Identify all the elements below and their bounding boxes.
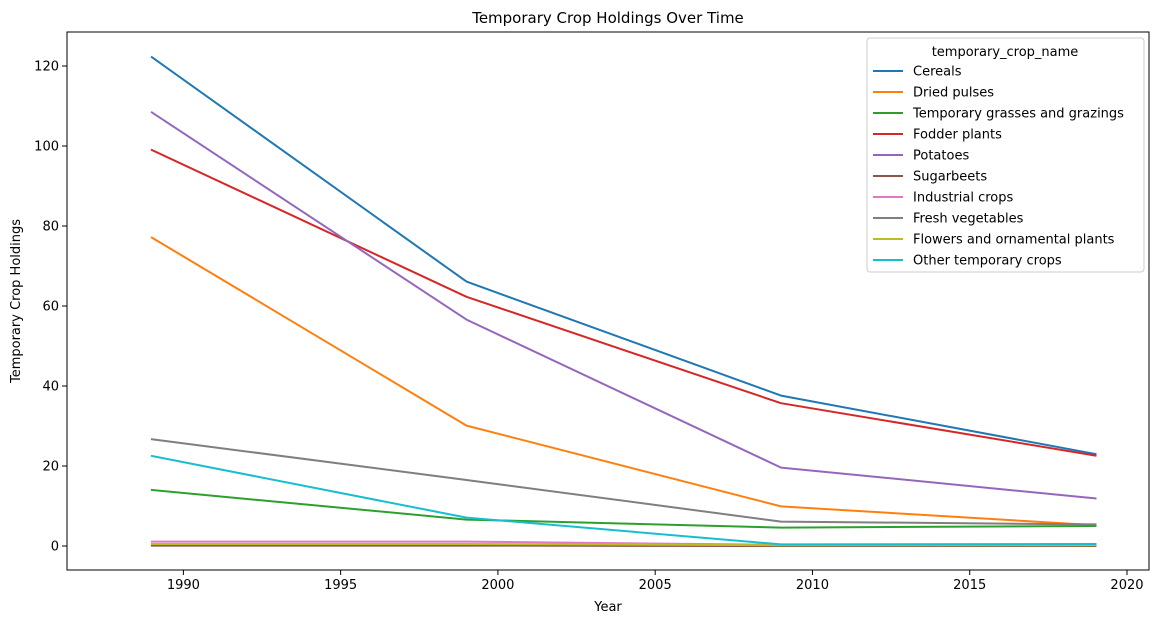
- legend-label: Potatoes: [913, 149, 969, 164]
- legend-box: [866, 37, 1145, 273]
- x-axis-label: Year: [593, 600, 622, 615]
- x-tick-label: 2010: [796, 578, 829, 593]
- x-tick-label: 2005: [639, 578, 672, 593]
- legend-label: Industrial crops: [913, 191, 1014, 206]
- legend-label: Cereals: [913, 65, 962, 80]
- y-tick-label: 0: [51, 540, 59, 555]
- series-line-flowers-and-ornamental-plants: [150, 543, 1097, 547]
- legend: temporary_crop_name Cereals Dried pulses T…: [866, 37, 1145, 273]
- legend-label: Sugarbeets: [913, 170, 987, 185]
- legend-label: Temporary grasses and grazings: [912, 107, 1124, 122]
- legend-title: temporary_crop_name: [932, 45, 1079, 60]
- y-tick-label: 120: [34, 60, 59, 75]
- x-tick-label: 1995: [324, 578, 357, 593]
- legend-label: Dried pulses: [913, 86, 994, 101]
- plot-frame: [66, 31, 1150, 571]
- y-tick-label: 100: [34, 140, 59, 155]
- legend-label: Flowers and ornamental plants: [913, 233, 1115, 248]
- legend-label: Fresh vegetables: [913, 212, 1024, 227]
- y-tick-label: 80: [42, 220, 59, 235]
- legend-label: Other temporary crops: [913, 254, 1062, 269]
- x-tick-label: 1990: [167, 578, 200, 593]
- x-tick-label: 2000: [481, 578, 514, 593]
- x-tick-label: 2015: [953, 578, 986, 593]
- series-line-temporary-grasses-and-grazings: [150, 488, 1097, 529]
- y-tick-label: 40: [42, 380, 59, 395]
- y-tick-label: 20: [42, 460, 59, 475]
- series-line-dried-pulses: [150, 236, 1097, 527]
- plot-lines: [150, 55, 1097, 547]
- series-line-potatoes: [150, 111, 1097, 500]
- legend-items: Cereals Dried pulses Temporary grasses and…: [873, 65, 1124, 269]
- y-axis: 0 20 40 60 80 100 120: [34, 60, 67, 555]
- series-line-fodder-plants: [150, 148, 1097, 457]
- series-line-fresh-vegetables: [150, 438, 1097, 526]
- y-axis-label: Temporary Crop Holdings: [9, 219, 24, 384]
- y-tick-label: 60: [42, 300, 59, 315]
- series-line-other-temporary-crops: [150, 454, 1097, 546]
- chart-title: Temporary Crop Holdings Over Time: [471, 9, 744, 27]
- x-tick-label: 2020: [1110, 578, 1143, 593]
- legend-label: Fodder plants: [913, 128, 1002, 143]
- x-axis: 1990 1995 2000 2005 2010 2015 2020: [167, 570, 1144, 593]
- series-line-cereals: [150, 55, 1097, 456]
